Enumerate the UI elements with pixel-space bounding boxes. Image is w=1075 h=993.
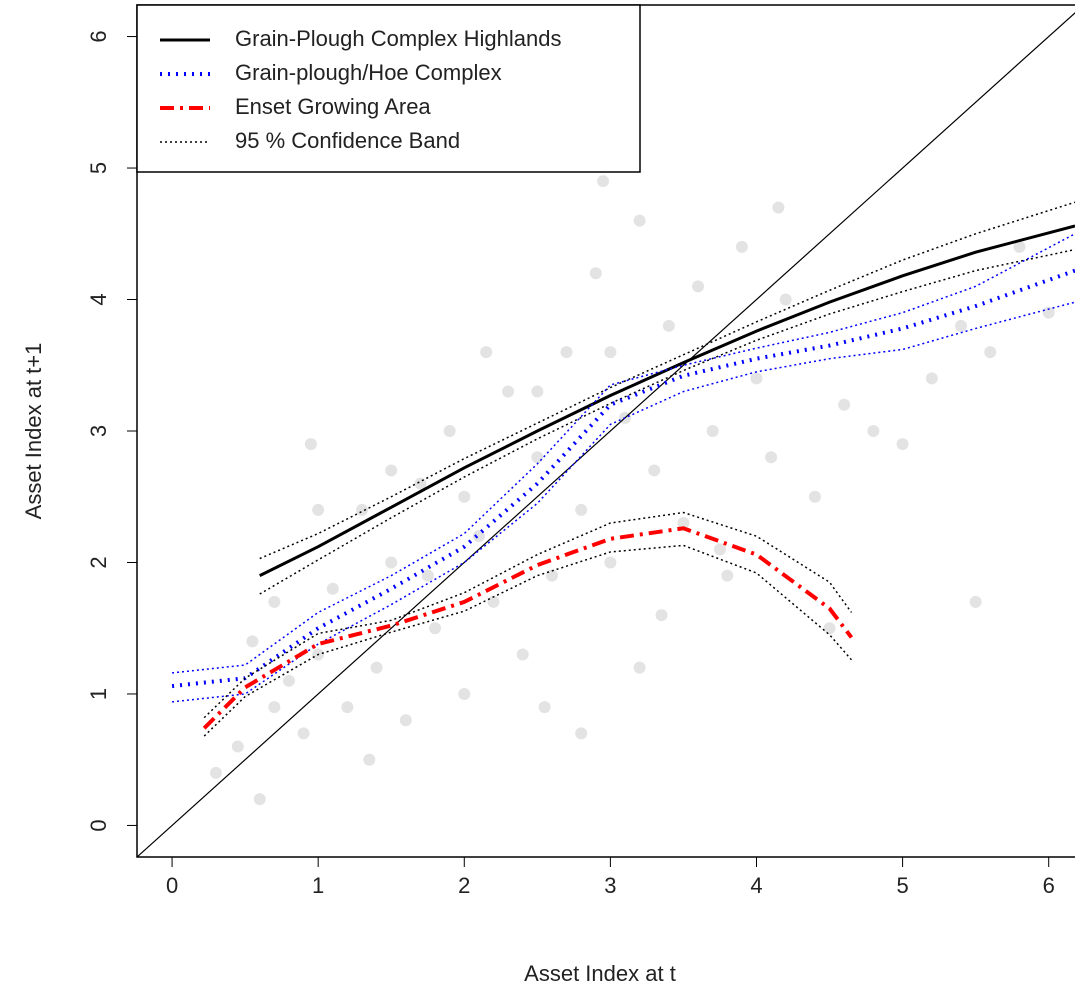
y-tick-label: 6 (86, 30, 111, 42)
series-line (202, 526, 854, 730)
point (399, 714, 412, 727)
point (560, 346, 573, 359)
point (589, 267, 602, 280)
point (867, 425, 880, 437)
band-upper (259, 201, 1075, 560)
band-lower (203, 544, 853, 737)
point (268, 595, 281, 608)
point (677, 517, 690, 530)
band-lower (259, 248, 1075, 595)
point (750, 372, 763, 385)
point (597, 175, 610, 188)
point (326, 582, 339, 595)
point (282, 674, 295, 687)
point (363, 753, 376, 766)
point (808, 490, 821, 503)
y-tick-label: 0 (86, 819, 111, 831)
point (341, 701, 354, 714)
x-tick-label: 5 (896, 873, 908, 898)
point (297, 727, 310, 740)
point (304, 438, 317, 451)
point (516, 648, 529, 661)
series-line (259, 224, 1075, 577)
point (633, 661, 646, 674)
y-tick-label: 3 (86, 425, 111, 437)
point (443, 425, 456, 437)
point (480, 346, 493, 359)
series-line (171, 268, 1075, 689)
point (429, 622, 442, 635)
point (604, 556, 617, 569)
point (246, 635, 259, 648)
point (472, 530, 485, 543)
point (575, 727, 588, 740)
x-axis-title: Asset Index at t (524, 961, 676, 986)
legend-box (136, 4, 641, 173)
point (692, 280, 705, 293)
x-tick-label: 0 (166, 873, 178, 898)
point (633, 214, 646, 227)
point (765, 451, 778, 464)
band-upper (171, 233, 1075, 674)
point (502, 385, 515, 398)
x-tick-label: 3 (604, 873, 616, 898)
x-tick-label: 1 (312, 873, 324, 898)
point (385, 464, 398, 477)
y-tick-label: 4 (86, 293, 111, 305)
point (721, 569, 734, 582)
band-upper (203, 511, 853, 719)
point (772, 201, 785, 214)
point (531, 385, 544, 398)
point (312, 503, 325, 516)
point (458, 490, 471, 503)
point (896, 438, 909, 451)
x-tick-label: 6 (1043, 873, 1055, 898)
point (209, 766, 222, 779)
point (531, 451, 544, 464)
point (268, 701, 281, 714)
point (648, 464, 661, 477)
reference-line (137, 12, 1075, 857)
point (356, 503, 369, 516)
band-lower (171, 301, 1075, 703)
point (458, 687, 471, 700)
point (538, 701, 551, 714)
point (487, 595, 500, 608)
legend-label: Grain-Plough Complex Highlands (235, 26, 562, 51)
point (779, 293, 792, 306)
legend-label: Enset Growing Area (235, 94, 431, 119)
x-tick-label: 2 (458, 873, 470, 898)
point (231, 740, 244, 753)
point (421, 569, 434, 582)
point (655, 609, 668, 622)
point (1013, 240, 1026, 253)
point (604, 346, 617, 359)
point (955, 319, 968, 332)
y-axis-title: Asset Index at t+1 (21, 343, 46, 520)
point (662, 319, 675, 332)
point (838, 398, 851, 411)
point (735, 240, 748, 253)
x-tick-label: 4 (750, 873, 762, 898)
point (370, 661, 383, 674)
point (713, 543, 726, 556)
point (545, 569, 558, 582)
point (984, 346, 997, 359)
y-tick-label: 5 (86, 162, 111, 174)
point (575, 503, 588, 516)
point (706, 425, 719, 437)
point (1042, 306, 1055, 319)
y-tick-label: 2 (86, 556, 111, 568)
plot-area (137, 12, 1075, 857)
point (969, 595, 982, 608)
point (823, 622, 836, 635)
point (925, 372, 938, 385)
y-tick-label: 1 (86, 688, 111, 700)
point (253, 793, 266, 806)
legend-label: 95 % Confidence Band (235, 128, 460, 153)
legend-label: Grain-plough/Hoe Complex (235, 60, 502, 85)
point (385, 556, 398, 569)
